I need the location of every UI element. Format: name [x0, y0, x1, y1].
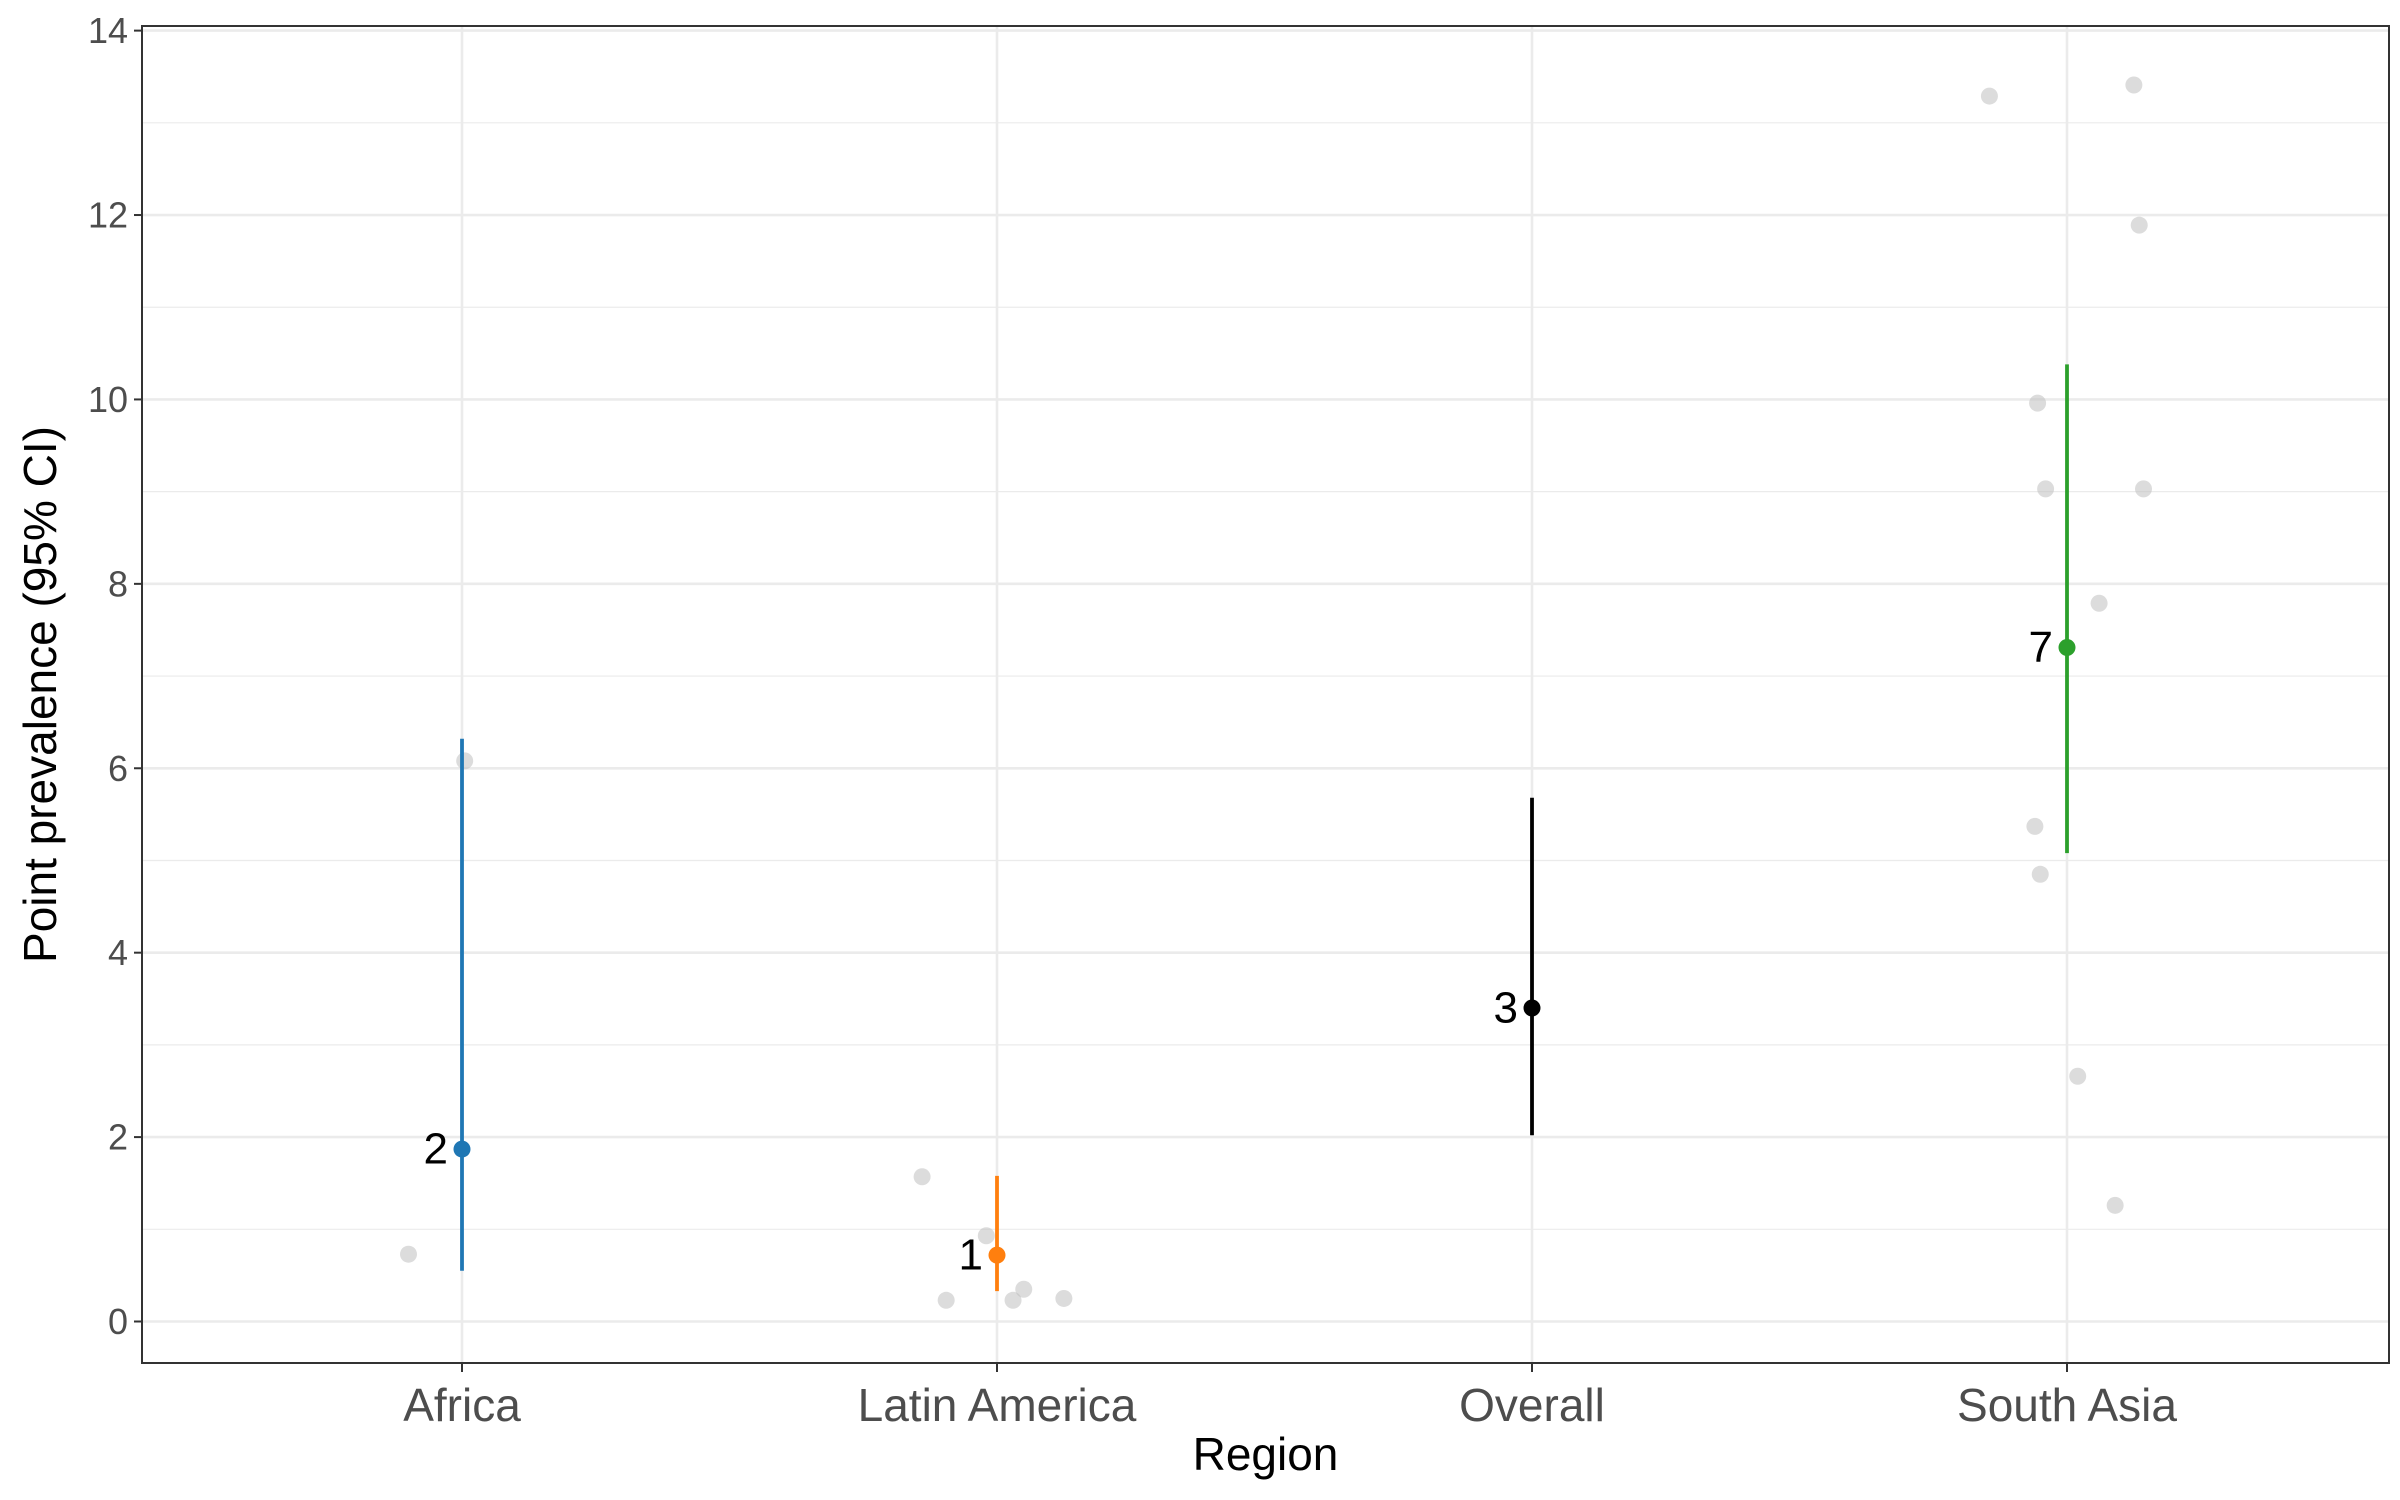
x-tick-label: South Asia	[1957, 1379, 2177, 1431]
y-tick-label: 12	[88, 195, 128, 236]
estimate-south-asia: 7	[2029, 364, 2076, 854]
estimate-point	[1523, 999, 1541, 1017]
study-point	[977, 1227, 995, 1245]
study-points	[400, 76, 2153, 1309]
x-tick-label: Africa	[403, 1379, 521, 1431]
estimate-overall: 3	[1494, 797, 1541, 1136]
estimate-label: 1	[959, 1231, 983, 1280]
x-axis-title: Region	[1193, 1428, 1339, 1480]
estimate-label: 7	[2029, 623, 2053, 672]
estimate-point	[2058, 638, 2076, 656]
estimate-label: 3	[1494, 984, 1518, 1033]
study-point	[456, 752, 474, 770]
study-point	[2135, 480, 2153, 498]
study-point	[1980, 87, 1998, 105]
estimate-africa: 2	[424, 738, 471, 1271]
study-point	[913, 1168, 931, 1186]
study-point	[2125, 76, 2143, 94]
study-point	[2037, 480, 2055, 498]
study-point	[2090, 594, 2108, 612]
y-tick-label: 8	[108, 563, 128, 604]
estimates: 2 1 3 7	[424, 364, 2076, 1292]
y-tick-label: 2	[108, 1117, 128, 1158]
estimate-latin-america: 1	[959, 1175, 1006, 1292]
estimate-label: 2	[424, 1125, 448, 1174]
panel-border	[141, 25, 2390, 1364]
y-tick-label: 6	[108, 748, 128, 789]
y-tick-label: 14	[88, 10, 128, 51]
study-point	[1004, 1291, 1022, 1309]
study-point	[2031, 865, 2049, 883]
x-tick-label: Latin America	[858, 1379, 1137, 1431]
study-point	[1055, 1289, 1073, 1307]
estimate-point	[988, 1246, 1006, 1264]
study-point	[2106, 1196, 2124, 1214]
study-point	[2130, 216, 2148, 234]
grid	[142, 26, 2389, 1363]
study-point	[2026, 817, 2044, 835]
estimate-point	[453, 1140, 471, 1158]
study-point	[1015, 1280, 1033, 1298]
y-tick-label: 10	[88, 379, 128, 420]
x-tick-label: Overall	[1459, 1379, 1605, 1431]
study-point	[2029, 394, 2047, 412]
study-point	[2069, 1067, 2087, 1085]
y-tick-label: 0	[108, 1301, 128, 1342]
study-point	[400, 1245, 417, 1263]
study-point	[937, 1291, 955, 1309]
y-tick-label: 4	[108, 932, 128, 973]
y-axis-title: Point prevalence (95% CI)	[14, 426, 66, 963]
